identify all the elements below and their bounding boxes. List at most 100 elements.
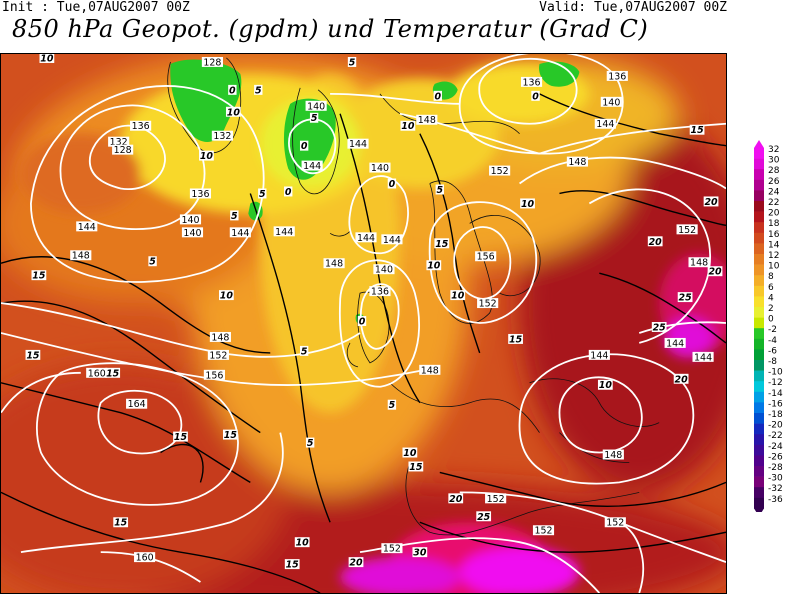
geopotential-label: 148	[325, 259, 343, 270]
temperature-label: 25	[679, 293, 693, 304]
legend-swatch	[754, 296, 764, 308]
legend-value: -4	[768, 336, 777, 346]
geopotential-label: 144	[666, 338, 684, 349]
geopotential-label-bg	[134, 552, 156, 563]
temperature-label: 20	[649, 237, 663, 248]
temperature-label-bg	[25, 349, 41, 360]
legend-swatch	[754, 487, 764, 499]
legend-value: 18	[768, 219, 780, 229]
temperature-label-bg	[647, 236, 663, 247]
temperature-label: 10	[40, 53, 54, 64]
geopotential-label-bg	[207, 349, 229, 360]
geopotential-label: 144	[596, 119, 614, 130]
geopotential-label-bg	[520, 76, 543, 87]
temperature-label: 10	[403, 448, 417, 459]
legend-value: 22	[768, 198, 779, 208]
legend-value: 2	[768, 304, 774, 314]
legend-value: 0	[768, 315, 774, 325]
geopotential-label-bg	[489, 165, 511, 176]
geopotential-label-bg	[369, 286, 391, 297]
temperature-label: 0	[229, 85, 236, 96]
temperature-label: 5	[255, 85, 262, 96]
temperature-label-bg	[148, 256, 157, 267]
geopotential-label: 144	[349, 139, 367, 150]
geopotential-label: 144	[303, 161, 321, 172]
geopotential-labels: 128 136 136 140 140 132 136 132 148 144 128 144 144 1…	[70, 56, 714, 564]
chart-title: 850 hPa Geopot. (gpdm) und Temperatur (G…	[12, 15, 649, 43]
legend-swatch	[754, 158, 764, 170]
temperature-label-bg	[408, 461, 424, 472]
geopotential-label-bg	[126, 398, 148, 409]
temperature-label-bg	[284, 559, 300, 570]
temperature-label: 0	[532, 91, 539, 102]
temperature-label: 10	[401, 121, 415, 132]
legend-swatch	[754, 423, 764, 435]
legend-value: 10	[768, 262, 780, 272]
legend-value: 16	[768, 230, 780, 240]
legend-value: -32	[768, 484, 783, 494]
coastlines	[167, 57, 660, 536]
legend-swatch	[754, 190, 764, 202]
geopotential-label: 140	[183, 228, 201, 239]
legend-value: -14	[768, 389, 783, 399]
geopotential-label: 140	[375, 265, 393, 276]
temperature-label-bg	[402, 447, 418, 458]
geopotential-label: 152	[209, 350, 227, 361]
temperature-label: 10	[451, 291, 465, 302]
geopotential-label-bg	[566, 156, 588, 167]
temperature-label-bg	[435, 184, 444, 195]
legend-swatch	[754, 391, 764, 403]
legend-swatch	[754, 222, 764, 234]
geopotential-label: 152	[606, 518, 624, 529]
geopotential-label-bg	[355, 232, 377, 243]
geopotential-label: 160	[136, 553, 154, 564]
temperature-label: 15	[174, 432, 188, 443]
geopotential-label: 136	[191, 189, 209, 200]
legend-value: -6	[768, 346, 777, 356]
geopotential-label: 140	[307, 101, 325, 112]
legend-value: 14	[768, 240, 780, 250]
legend-value: 4	[768, 293, 774, 303]
geopotential-label: 148	[418, 115, 436, 126]
temperature-label: 20	[449, 494, 463, 505]
temperature-label: 25	[653, 322, 667, 333]
legend-swatch	[754, 254, 764, 265]
temperature-label-bg	[230, 210, 239, 221]
geopotential-label: 148	[421, 365, 439, 376]
geopotential-label: 152	[487, 494, 505, 505]
geopotential-label-bg	[594, 118, 616, 129]
temperature-label-bg	[357, 316, 367, 326]
legend-value: -30	[768, 474, 783, 484]
temperature-label: 15	[509, 334, 523, 345]
legend-swatch	[754, 264, 764, 276]
temperature-label-bg	[348, 557, 364, 568]
temperature-label: 0	[359, 317, 366, 328]
geopotential-label-bg	[373, 264, 395, 275]
legend-swatch	[754, 497, 764, 509]
geopotential-label: 144	[357, 233, 375, 244]
geopotential-label: 136	[608, 71, 626, 82]
legend-swatch	[754, 413, 764, 424]
temperature-label: 0	[435, 91, 442, 102]
temperature-label: 10	[521, 199, 535, 210]
geopotential-label-bg	[485, 493, 507, 504]
temperature-label: 0	[301, 141, 308, 152]
geopotential-label: 132	[213, 131, 231, 142]
temperature-label-bg	[305, 437, 315, 448]
geopotential-label-bg	[209, 331, 231, 342]
geopotential-label-bg	[419, 364, 441, 375]
geopotential-label: 164	[128, 399, 146, 410]
geopotential-label-bg	[181, 227, 204, 238]
legend-swatch	[754, 243, 764, 255]
legend-value: -22	[768, 431, 783, 441]
temperature-label-bg	[173, 431, 188, 442]
temperature-label: 5	[259, 189, 266, 200]
geopotential-label: 136	[523, 77, 541, 88]
geopotential-label-bg	[381, 234, 403, 245]
temperature-label: 20	[675, 374, 689, 385]
geopotential-label-bg	[606, 70, 628, 81]
legend-swatch	[754, 349, 764, 361]
legend-arrow-top	[754, 140, 764, 148]
geopotential-label: 144	[383, 235, 401, 246]
